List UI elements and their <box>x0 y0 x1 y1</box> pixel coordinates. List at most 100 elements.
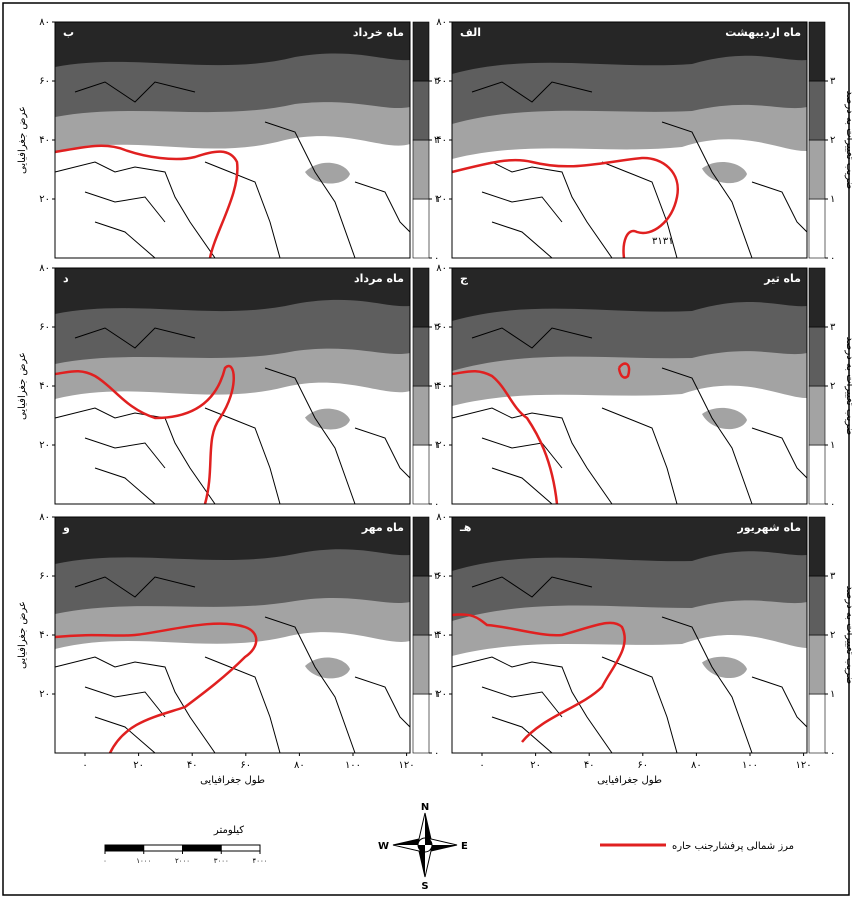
lat-tick-label: ۸۰ <box>39 512 50 523</box>
colorbar-segment <box>809 445 825 504</box>
lon-tick-label: ۱۲۰ <box>399 760 415 771</box>
panel-title: ماه خرداد <box>353 26 404 39</box>
lat-tick-label: ۴۰ <box>39 135 50 146</box>
lon-tick-label: ۰ <box>82 760 87 771</box>
compass-s: S <box>421 881 428 892</box>
colorbar-segment <box>809 635 825 694</box>
x-axis-label: طول جغرافیایی <box>597 775 662 786</box>
colorbar-tick-label: ۳ <box>830 322 836 333</box>
colorbar-segment <box>413 517 429 576</box>
lat-tick-label: ۶۰ <box>436 571 447 582</box>
colorbar-segment <box>413 635 429 694</box>
map-panel: ماه شهریورهـ۸۰۶۰۴۰۲۰۰۱۲۳ضریب تغییرات به … <box>436 512 852 786</box>
panel-title: ماه مهر <box>361 521 404 534</box>
colorbar-segment <box>413 81 429 140</box>
colorbar-segment <box>809 22 825 81</box>
lat-tick-label: ۲۰ <box>39 194 50 205</box>
contour-label: ۳۱۳۱ <box>652 236 673 247</box>
colorbar-tick-label: ۱ <box>830 440 835 451</box>
colorbar-tick-label: ۰ <box>434 499 439 510</box>
compass-w: W <box>378 841 389 852</box>
colorbar-segment <box>809 576 825 635</box>
panel-title: ماه مرداد <box>354 272 404 285</box>
map-panel: ماه تیر ج ۸۰ ۶۰ ۴۰ ۲۰ ۰ ۱ ۲ ۳ ضریب تغییرات به درصد <box>436 263 852 510</box>
lon-tick-label: ۰ <box>479 760 484 771</box>
panel-letter: د <box>63 272 69 285</box>
lon-tick-label: ۴۰ <box>584 760 595 771</box>
compass-n: N <box>421 802 429 813</box>
lat-tick-label: ۲۰ <box>436 689 447 700</box>
lon-tick-label: ۱۰۰ <box>742 760 758 771</box>
lat-tick-label: ۸۰ <box>436 263 447 274</box>
lat-tick-label: ۸۰ <box>39 17 50 28</box>
colorbar-segment <box>413 199 429 258</box>
colorbar-segment <box>413 327 429 386</box>
scale-tick-label: ۰ <box>103 857 107 865</box>
compass-e: E <box>461 841 468 852</box>
scale-tick-label: ۲۰۰۰ <box>175 857 190 865</box>
colorbar-segment <box>413 694 429 753</box>
scale-tick-label: ۴۰۰۰ <box>252 857 267 865</box>
colorbar-tick-label: ۳ <box>830 76 836 87</box>
legend-label: مرز شمالی پرفشارجنب حاره <box>672 841 794 852</box>
panel-title: ماه شهریور <box>736 521 801 534</box>
lat-tick-label: ۸۰ <box>39 263 50 274</box>
panel-letter: الف <box>460 26 481 39</box>
lat-tick-label: ۲۰ <box>39 689 50 700</box>
lat-tick-label: ۴۰ <box>436 381 447 392</box>
lat-tick-label: ۶۰ <box>39 571 50 582</box>
scale-title: کیلومتر <box>213 825 244 836</box>
colorbar-segment <box>809 81 825 140</box>
colorbar-tick-label: ۲ <box>830 630 835 641</box>
colorbar-tick-label: ۱ <box>830 689 835 700</box>
scale-tick-label: ۳۰۰۰ <box>214 857 229 865</box>
lon-tick-label: ۸۰ <box>691 760 702 771</box>
lat-tick-label: ۶۰ <box>436 76 447 87</box>
lon-tick-label: ۱۲۰ <box>796 760 812 771</box>
panel-title: ماه تیر <box>763 272 801 285</box>
colorbar-tick-label: ۰ <box>434 748 439 759</box>
panel-letter: و <box>62 521 70 534</box>
colorbar-tick-label: ۰ <box>830 748 835 759</box>
colorbar-segment <box>809 386 825 445</box>
panel-letter: هـ <box>459 521 471 534</box>
colorbar-tick-label: ۲ <box>830 135 835 146</box>
colorbar-segment <box>809 140 825 199</box>
colorbar-segment <box>809 517 825 576</box>
lat-tick-label: ۴۰ <box>39 630 50 641</box>
colorbar-segment <box>413 140 429 199</box>
lon-tick-label: ۱۰۰ <box>345 760 361 771</box>
lon-tick-label: ۲۰ <box>530 760 541 771</box>
colorbar-tick-label: ۰ <box>830 499 835 510</box>
lat-tick-label: ۲۰ <box>39 440 50 451</box>
colorbar-segment <box>809 327 825 386</box>
scale-segment <box>144 845 183 851</box>
lat-tick-label: ۶۰ <box>39 322 50 333</box>
lat-tick-label: ۶۰ <box>436 322 447 333</box>
x-axis-label: طول جغرافیایی <box>200 775 265 786</box>
lat-tick-label: ۴۰ <box>436 135 447 146</box>
scale-segment <box>183 845 222 851</box>
panel-letter: ب <box>63 26 74 39</box>
panel-letter: ج <box>460 272 468 286</box>
colorbar-label: ضریب تغییرات به درصد <box>844 91 852 190</box>
y-axis-label: عرض جغرافیایی <box>17 601 28 669</box>
colorbar-tick-label: ۲ <box>830 381 835 392</box>
lon-tick-label: ۴۰ <box>187 760 198 771</box>
colorbar-label: ضریب تغییرات به درصد <box>844 337 852 436</box>
colorbar-segment <box>413 22 429 81</box>
lat-tick-label: ۸۰ <box>436 512 447 523</box>
colorbar-tick-label: ۱ <box>830 194 835 205</box>
figure: ماه خردادب۸۰۶۰۴۰۲۰۰۱۲۳عرض جغرافیاییماه ا… <box>0 0 852 898</box>
lat-tick-label: ۲۰ <box>436 194 447 205</box>
compass: N S E W <box>378 802 468 892</box>
lat-tick-label: ۲۰ <box>436 440 447 451</box>
y-axis-label: عرض جغرافیایی <box>17 352 28 420</box>
y-axis-label: عرض جغرافیایی <box>17 106 28 174</box>
colorbar-segment <box>413 386 429 445</box>
panel-title: ماه اردیبهشت <box>725 26 801 39</box>
scale-tick-label: ۱۰۰۰ <box>136 857 151 865</box>
